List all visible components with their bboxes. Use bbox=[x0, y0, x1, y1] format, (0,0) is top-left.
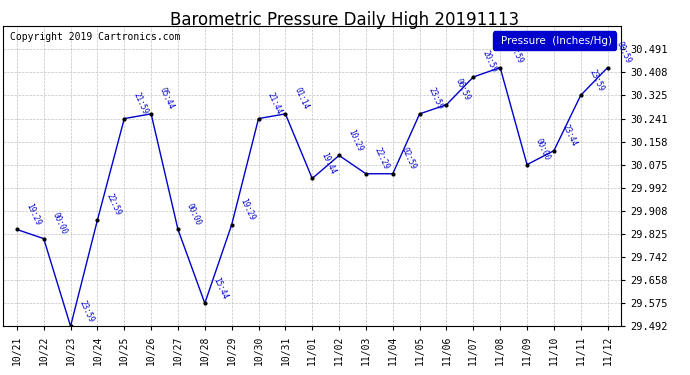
Text: 06:59: 06:59 bbox=[453, 77, 471, 102]
Text: 21:59: 21:59 bbox=[131, 91, 149, 116]
Text: 23:59: 23:59 bbox=[426, 86, 444, 111]
Text: 23:59: 23:59 bbox=[588, 68, 606, 93]
Text: 21:44: 21:44 bbox=[266, 91, 284, 116]
Text: 08:59: 08:59 bbox=[615, 40, 633, 65]
Text: 19:29: 19:29 bbox=[239, 197, 257, 222]
Text: 08:59: 08:59 bbox=[507, 40, 525, 65]
Text: Copyright 2019 Cartronics.com: Copyright 2019 Cartronics.com bbox=[10, 32, 180, 42]
Legend: Pressure  (Inches/Hg): Pressure (Inches/Hg) bbox=[493, 32, 615, 50]
Text: 02:59: 02:59 bbox=[400, 146, 417, 171]
Text: 19:44: 19:44 bbox=[319, 151, 337, 176]
Text: 00:00: 00:00 bbox=[50, 211, 68, 236]
Text: Barometric Pressure Daily High 20191113: Barometric Pressure Daily High 20191113 bbox=[170, 11, 520, 29]
Text: 22:59: 22:59 bbox=[104, 192, 122, 217]
Text: 10:29: 10:29 bbox=[346, 128, 364, 153]
Text: 23:44: 23:44 bbox=[561, 123, 579, 148]
Text: 19:29: 19:29 bbox=[24, 202, 42, 227]
Text: 00:00: 00:00 bbox=[534, 137, 552, 162]
Text: 22:29: 22:29 bbox=[373, 146, 391, 171]
Text: 15:44: 15:44 bbox=[212, 276, 230, 300]
Text: 20:59: 20:59 bbox=[480, 50, 498, 74]
Text: 23:59: 23:59 bbox=[77, 299, 95, 324]
Text: 00:00: 00:00 bbox=[185, 202, 203, 227]
Text: 01:14: 01:14 bbox=[293, 86, 310, 111]
Text: 05:44: 05:44 bbox=[158, 86, 176, 111]
